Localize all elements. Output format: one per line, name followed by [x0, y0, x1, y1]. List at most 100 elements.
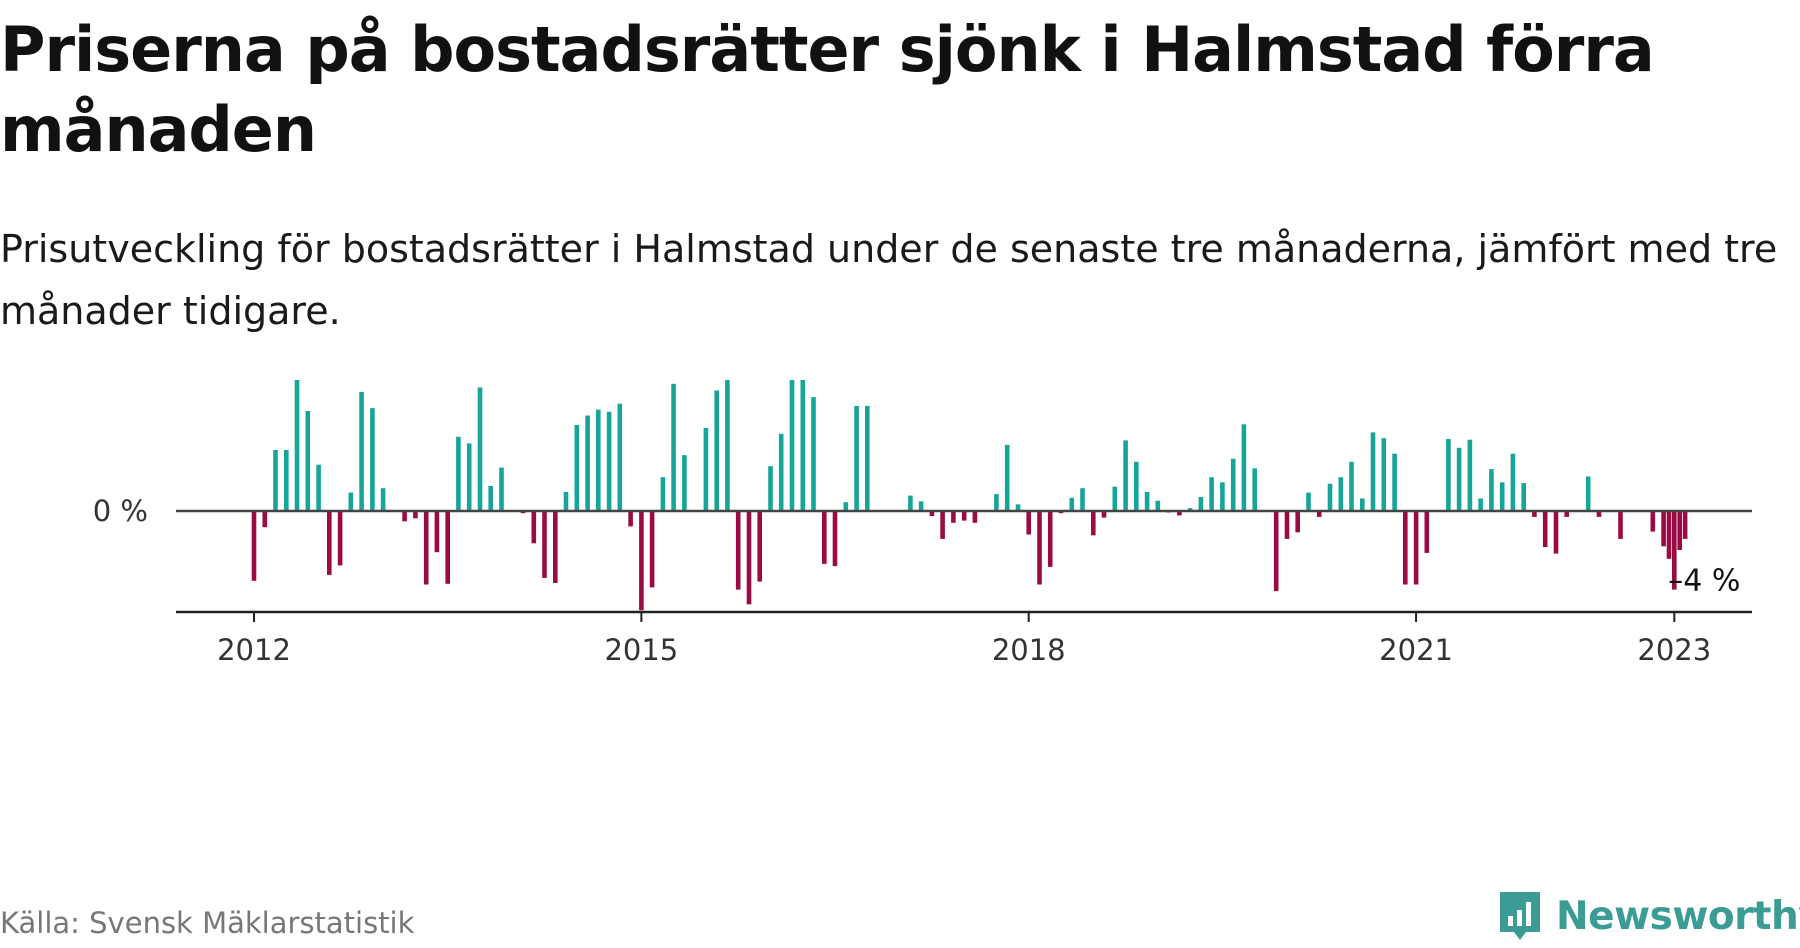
bar-2014-09 — [596, 409, 601, 511]
bar-2015-10 — [735, 511, 741, 590]
bar-2014-08 — [585, 415, 590, 511]
bar-2019-09 — [1241, 424, 1247, 511]
x-tick-label-2023: 2023 — [1637, 633, 1711, 667]
x-tick-label-2012: 2012 — [217, 633, 291, 667]
bar-2014-12 — [628, 511, 633, 527]
bar-2017-10 — [994, 494, 999, 511]
bar-2012-02 — [262, 511, 268, 528]
source-note: Källa: Svensk Mäklarstatistik — [0, 906, 415, 940]
bar-2015-03 — [660, 477, 666, 511]
bar-2018-08 — [1101, 511, 1107, 518]
bar-2016-05 — [811, 397, 816, 511]
bar-2013-10 — [477, 387, 483, 511]
bar-2021-06 — [1467, 439, 1473, 511]
bar-2016-02 — [778, 433, 784, 511]
bar-2022-03 — [1564, 511, 1569, 517]
bar-2012-04 — [284, 450, 289, 511]
bar-2016-03 — [789, 380, 795, 511]
bar-2023-02 — [1682, 511, 1688, 539]
bar-2014-06 — [563, 491, 569, 511]
bar-2018-06 — [1080, 488, 1085, 511]
bar-2018-03 — [1047, 511, 1053, 567]
bar-2012-09 — [337, 511, 343, 566]
bar-2017-08 — [972, 511, 978, 523]
bar-2020-10 — [1381, 438, 1387, 511]
bar-2015-12 — [757, 511, 762, 582]
bar-2014-04 — [542, 511, 547, 578]
bar-2016-07 — [832, 511, 838, 567]
newsworthy-logo-icon — [1500, 892, 1540, 940]
bar-2017-02 — [908, 495, 913, 511]
bar-2012-07 — [316, 464, 321, 511]
bar-2014-11 — [617, 403, 623, 511]
bar-chart: 20 % 0 % 2012 2015 2018 2021 2023 –4 % — [74, 380, 1752, 667]
bar-2014-07 — [574, 425, 580, 511]
bar-2014-05 — [553, 511, 558, 583]
bar-2016-01 — [768, 466, 773, 511]
bar-2020-05 — [1327, 483, 1333, 511]
bar-2022-11 — [1650, 511, 1656, 532]
bar-2022-01 — [1542, 511, 1548, 547]
bar-2019-05 — [1198, 497, 1204, 511]
bar-2017-06 — [951, 511, 956, 523]
bar-2015-01 — [639, 511, 644, 611]
bar-2017-05 — [940, 511, 945, 539]
bar-2017-03 — [918, 501, 924, 511]
brand-name: Newsworthy — [1556, 893, 1800, 939]
brand-logo[interactable]: Newsworthy — [1496, 886, 1800, 946]
x-tick-label-2015: 2015 — [604, 633, 678, 667]
bar-2020-09 — [1370, 432, 1376, 511]
bar-2022-05 — [1585, 476, 1591, 511]
bar-2013-12 — [499, 467, 504, 511]
bar-2021-10 — [1510, 453, 1516, 511]
bar-2020-01 — [1284, 511, 1290, 539]
bar-2022-12 — [1661, 511, 1666, 547]
bar-2020-12 — [1403, 511, 1408, 585]
bar-2017-12 — [1015, 504, 1021, 511]
chart-title: Priserna på bostadsrätter sjönk i Halmst… — [0, 13, 1655, 166]
bar-2020-07 — [1349, 461, 1354, 511]
bar-2012-10 — [348, 492, 354, 511]
bar-2023-01 — [1677, 511, 1682, 550]
bar-2019-12 — [1273, 511, 1279, 592]
bar-2021-02 — [1424, 511, 1430, 553]
bar-2016-04 — [800, 380, 806, 511]
bar-2022-08 — [1618, 511, 1623, 539]
bar-2016-09 — [854, 405, 859, 511]
x-tick-label-2021: 2021 — [1379, 633, 1453, 667]
bar-2018-02 — [1037, 511, 1042, 585]
bar-2021-05 — [1456, 447, 1462, 511]
bar-2022-06 — [1596, 511, 1602, 517]
bar-2019-07 — [1220, 482, 1225, 511]
bar-2015-04 — [671, 383, 676, 511]
bar-2014-10 — [606, 411, 612, 511]
bar-group — [251, 380, 1688, 611]
bar-2022-12 — [1666, 511, 1672, 559]
bar-2020-04 — [1316, 511, 1322, 517]
bar-2023-01 — [1672, 511, 1677, 590]
bar-2021-01 — [1413, 511, 1419, 585]
bar-2020-11 — [1392, 453, 1397, 511]
bar-2015-11 — [746, 511, 752, 605]
bar-2018-07 — [1091, 511, 1096, 536]
bar-2022-02 — [1553, 511, 1559, 554]
y-tick-label-0: 0 % — [93, 494, 148, 528]
bar-2013-08 — [456, 436, 461, 511]
bar-2016-10 — [865, 405, 870, 511]
bar-2013-03 — [402, 511, 407, 522]
bar-2021-08 — [1489, 469, 1494, 511]
bar-2018-09 — [1112, 486, 1118, 511]
bar-2017-11 — [1004, 444, 1010, 511]
bar-2021-12 — [1532, 511, 1537, 517]
bar-2018-11 — [1134, 461, 1139, 511]
bar-2015-09 — [725, 380, 730, 511]
bar-2020-03 — [1306, 492, 1311, 511]
bar-2018-05 — [1069, 497, 1075, 511]
bar-2019-04 — [1187, 508, 1193, 511]
bar-2021-07 — [1478, 498, 1483, 511]
bar-2021-09 — [1499, 482, 1505, 511]
bar-2020-08 — [1360, 498, 1365, 511]
bar-2019-06 — [1209, 477, 1214, 511]
bar-2015-08 — [714, 390, 719, 511]
bar-2015-07 — [703, 427, 709, 511]
